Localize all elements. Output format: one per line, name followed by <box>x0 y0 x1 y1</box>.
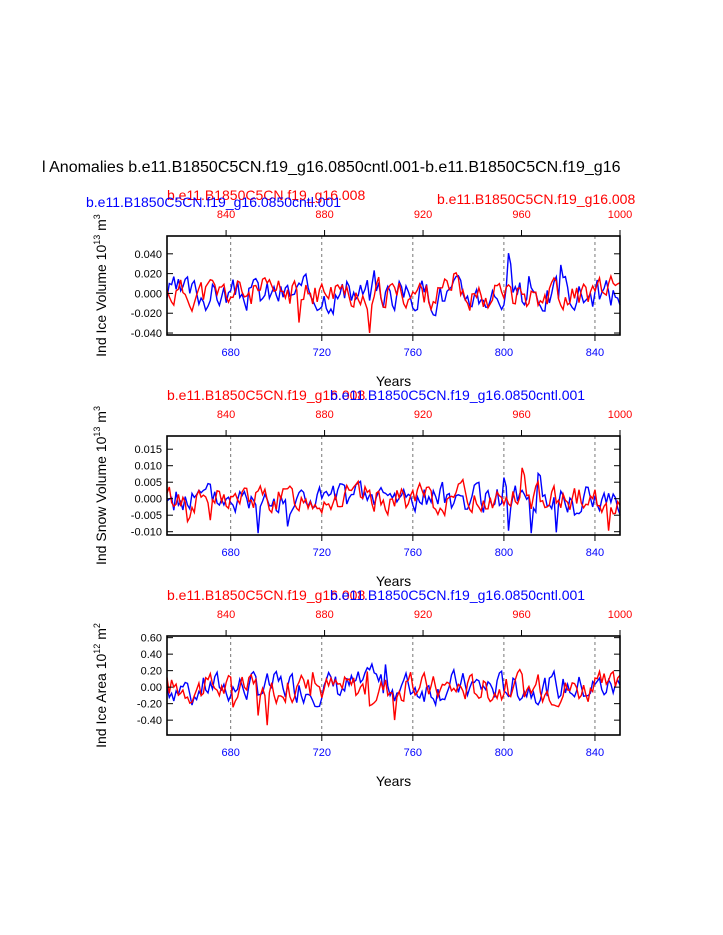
x-tick-label-bottom: 720 <box>313 347 331 359</box>
plot-frame <box>166 235 621 336</box>
x-tick-label-bottom: 760 <box>404 747 422 759</box>
y-axis-label: Ind Snow Volume 1013 m3 <box>92 406 109 565</box>
x-tick-label-bottom: 800 <box>495 547 513 559</box>
x-tick-label-bottom: 840 <box>586 547 604 559</box>
x-tick-label-bottom: 720 <box>313 547 331 559</box>
x-tick-label-bottom: 680 <box>222 747 240 759</box>
subtitle-blue: b.e11.B1850C5CN.f19_g16.0850cntl.001 <box>330 387 585 403</box>
y-tick-label: 0.010 <box>134 461 162 473</box>
panel-2: -0.010 -0.005 0.000 0.005 0.010 0.015 680 720 76… <box>92 387 632 589</box>
x-tick-label-bottom: 760 <box>404 347 422 359</box>
subtitle-blue: b.e11.B1850C5CN.f19_g16.0850cntl.001 <box>86 194 341 210</box>
y-tick-label: 0.00 <box>141 682 162 694</box>
x-tick-label-top: 920 <box>414 609 432 621</box>
x-axis-label: Years <box>376 773 411 789</box>
y-tick-label: 0.40 <box>141 649 162 661</box>
x-tick-label-top: 840 <box>217 609 235 621</box>
subtitle-red: b.e11.B1850C5CN.f19_g16.008 <box>167 387 365 403</box>
x-tick-label-bottom: 840 <box>586 747 604 759</box>
y-tick-label: -0.20 <box>137 699 162 711</box>
plot-frame <box>166 635 621 736</box>
y-tick-label: 0.000 <box>134 494 162 506</box>
x-tick-label-bottom: 800 <box>495 747 513 759</box>
x-tick-label-top: 960 <box>512 409 530 421</box>
y-tick-label: -0.020 <box>131 308 162 320</box>
x-tick-label-top: 920 <box>414 409 432 421</box>
x-tick-label-top: 1000 <box>608 409 632 421</box>
series-line-red <box>166 668 621 726</box>
x-tick-label-top: 920 <box>414 209 432 221</box>
y-axis-label: Ind Ice Area 1012 m2 <box>92 623 109 748</box>
y-tick-label: 0.015 <box>134 444 162 456</box>
series-line-red <box>166 271 621 333</box>
subtitle-red: b.e11.B1850C5CN.f19_g16.008 <box>167 187 365 203</box>
y-tick-label: -0.040 <box>131 328 162 340</box>
x-tick-label-top: 960 <box>512 209 530 221</box>
y-tick-label: 0.60 <box>141 633 162 645</box>
x-tick-label-top: 1000 <box>608 209 632 221</box>
y-tick-label: 0.040 <box>134 249 162 261</box>
y-tick-label: -0.40 <box>137 715 162 727</box>
panel-3: -0.40 -0.20 0.00 0.20 0.40 0.60 680 720 760 800 84… <box>92 587 632 789</box>
x-tick-label-top: 880 <box>315 409 333 421</box>
y-tick-label: 0.000 <box>134 288 162 300</box>
x-tick-label-bottom: 840 <box>586 347 604 359</box>
series-line-blue <box>166 661 621 708</box>
x-tick-label-bottom: 680 <box>222 547 240 559</box>
x-tick-label-top: 880 <box>315 209 333 221</box>
x-tick-label-top: 880 <box>315 609 333 621</box>
subtitle-red: b.e11.B1850C5CN.f19_g16.008 <box>167 587 365 603</box>
x-tick-label-top: 1000 <box>608 609 632 621</box>
y-tick-label: 0.20 <box>141 666 162 678</box>
x-axis-label: Years <box>376 373 411 389</box>
x-tick-label-bottom: 800 <box>495 347 513 359</box>
x-axis-label: Years <box>376 573 411 589</box>
x-tick-label-bottom: 720 <box>313 747 331 759</box>
y-axis-label: Ind Ice Volume 1013 m3 <box>92 214 109 357</box>
plot-frame <box>166 435 621 536</box>
subtitle-blue: b.e11.B1850C5CN.f19_g16.0850cntl.001 <box>330 587 585 603</box>
y-tick-label: 0.020 <box>134 269 162 281</box>
series-line-blue <box>166 253 621 317</box>
x-tick-label-bottom: 760 <box>404 547 422 559</box>
series-line-red <box>166 467 621 531</box>
panel-1: -0.040 -0.020 0.000 0.020 0.040 680 720 760 800 8… <box>86 187 632 389</box>
x-tick-label-top: 840 <box>217 409 235 421</box>
y-tick-label: -0.005 <box>131 510 162 522</box>
y-tick-label: 0.005 <box>134 477 162 489</box>
y-tick-label: -0.010 <box>131 527 162 539</box>
x-tick-label-bottom: 680 <box>222 347 240 359</box>
series-line-blue <box>166 471 621 534</box>
x-tick-label-top: 840 <box>217 209 235 221</box>
x-tick-label-top: 960 <box>512 609 530 621</box>
legend-red-top: b.e11.B1850C5CN.f19_g16.008 <box>437 191 635 207</box>
figure-title: l Anomalies b.e11.B1850C5CN.f19_g16.0850… <box>42 159 621 176</box>
